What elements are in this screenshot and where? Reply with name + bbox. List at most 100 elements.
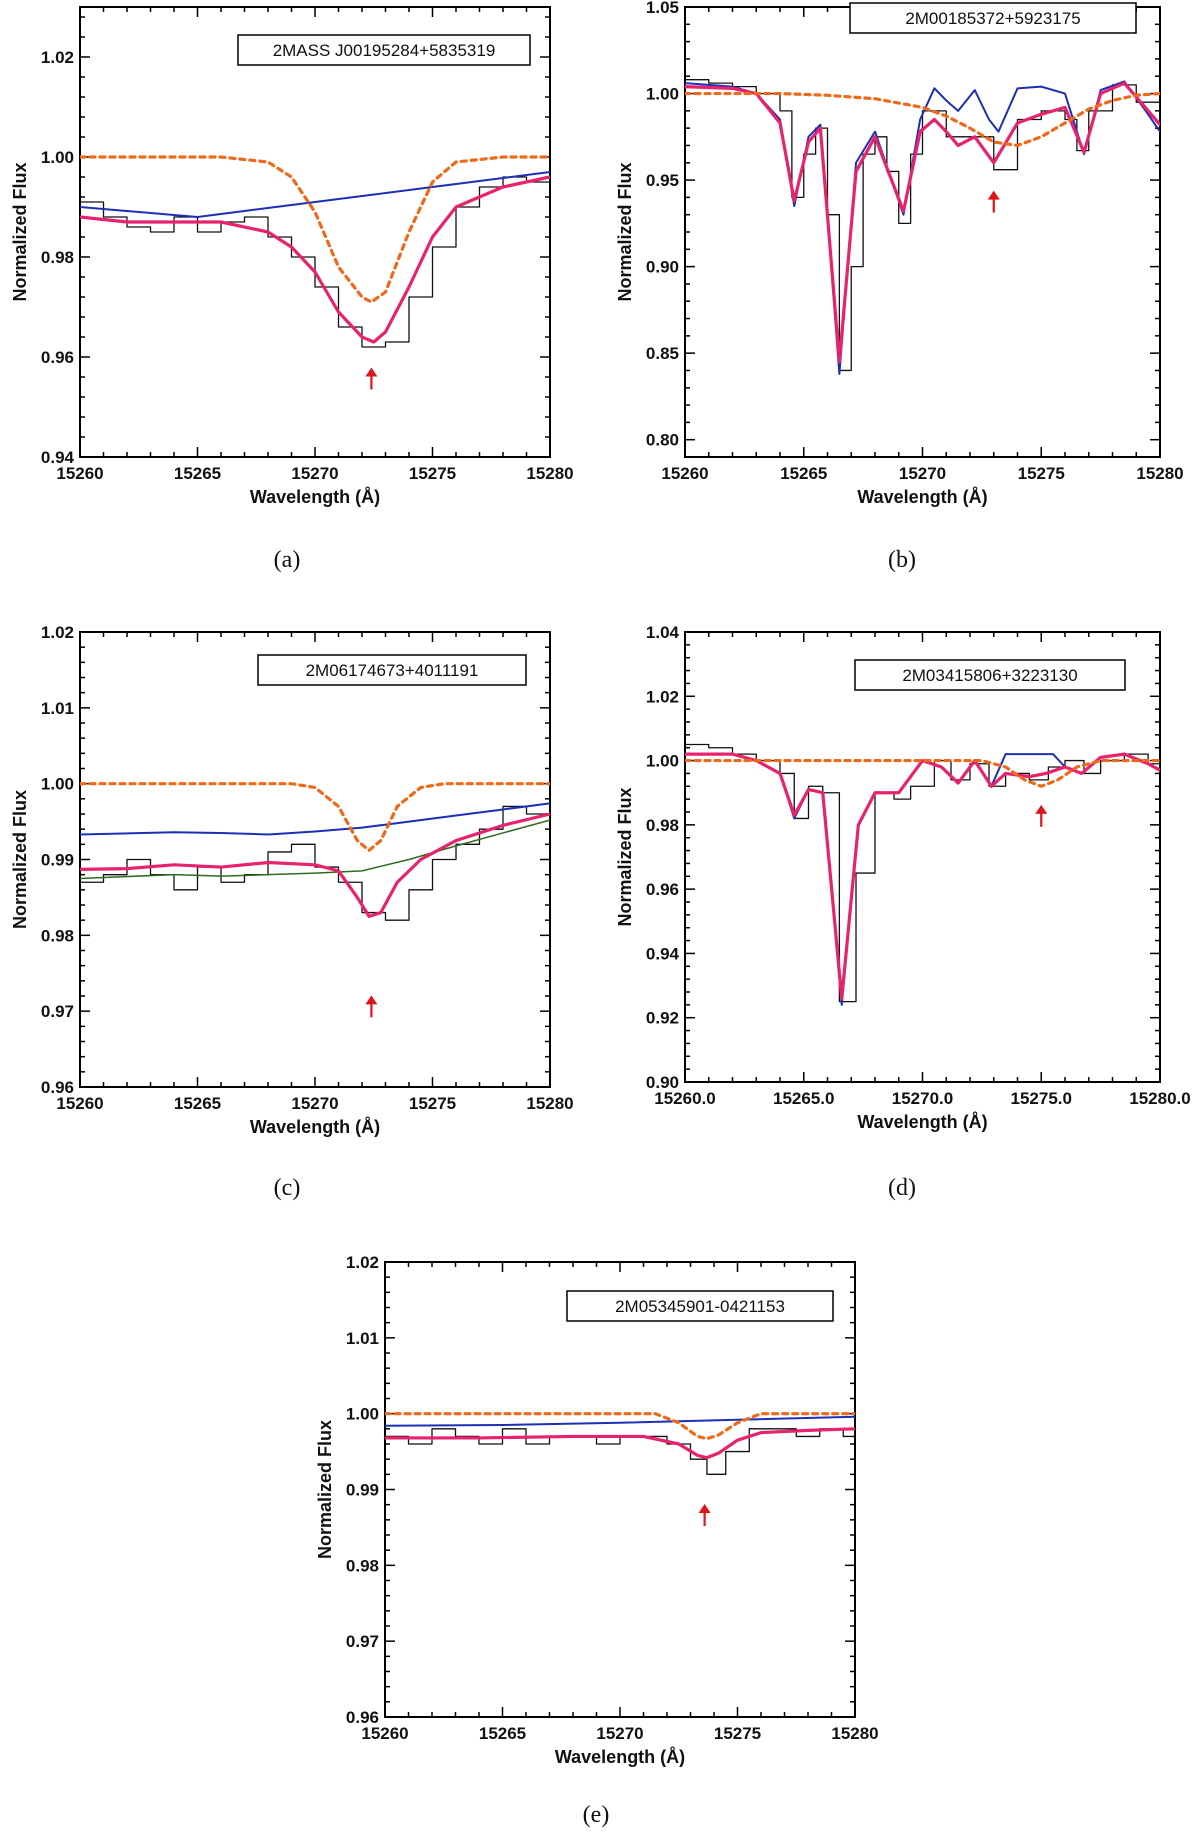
x-axis-label: Wavelength (Å): [555, 1747, 685, 1767]
x-axis-label: Wavelength (Å): [857, 487, 987, 507]
series-dib-profile: [685, 758, 1160, 788]
x-tick-label: 15280.0: [1129, 1089, 1190, 1108]
y-tick-label: 1.02: [41, 48, 74, 67]
caption-c: (c): [273, 1175, 301, 1201]
caption-e: (e): [582, 1802, 610, 1828]
x-tick-label: 15265: [174, 1094, 221, 1113]
y-tick-label: 1.04: [646, 623, 680, 642]
x-tick-label: 15260: [56, 464, 103, 483]
x-tick-label: 15265.0: [773, 1089, 834, 1108]
star-label: 2MASS J00195284+5835319: [273, 41, 496, 60]
star-label: 2M00185372+5923175: [905, 9, 1080, 28]
series-model-total: [80, 812, 550, 918]
y-tick-label: 0.96: [41, 348, 74, 367]
chart-d-svg: 15260.0 15265.0 15270.0 15275.0 15280.0 0.90 0…: [615, 623, 1191, 1132]
chart-a-svg: 15260 15265 15270 15275 15280 0.94 0.96 0.98 1.0…: [10, 6, 574, 507]
x-tick-label: 15275: [714, 1724, 761, 1743]
x-tick-label: 15270: [291, 464, 338, 483]
y-tick-label: 1.00: [41, 775, 74, 794]
x-tick-label: 15260: [661, 464, 708, 483]
series-model-total: [385, 1427, 855, 1460]
series-dib-profile: [80, 155, 550, 304]
y-tick-label: 1.00: [646, 85, 679, 104]
series-dib-profile: [80, 782, 550, 852]
series-dib-profile: [685, 91, 1160, 148]
plot-frame: [684, 631, 1161, 1083]
x-axis-label: Wavelength (Å): [857, 1112, 987, 1132]
series-dib-profile: [385, 1412, 855, 1441]
y-tick-label: 0.92: [646, 1009, 679, 1028]
chart-panel-b: 15260 15265 15270 15275 15280 0.80 0.85 0.90 0.9…: [605, 0, 1195, 520]
x-tick-label: 15275: [1018, 464, 1065, 483]
series-model-no-dib: [80, 171, 550, 218]
y-tick-label: 0.85: [646, 344, 679, 363]
x-axis-label: Wavelength (Å): [250, 487, 380, 507]
star-label-box: [566, 1290, 834, 1322]
y-tick-label: 0.96: [41, 1078, 74, 1097]
dib-marker-arrow-head: [365, 995, 378, 1005]
dib-marker-arrow-head: [365, 367, 378, 377]
star-label: 2M05345901-0421153: [615, 1297, 785, 1316]
y-tick-label: 0.98: [41, 248, 74, 267]
x-tick-label: 15260: [361, 1724, 408, 1743]
caption-b: (b): [888, 547, 916, 573]
y-tick-label: 0.98: [41, 926, 74, 945]
y-tick-label: 1.02: [346, 1253, 379, 1272]
chart-e-svg: 15260 15265 15270 15275 15280 0.96 0.97 0.98 0.9…: [315, 1253, 879, 1767]
y-tick-label: 0.90: [646, 258, 679, 277]
y-axis-label: Normalized Flux: [10, 162, 30, 301]
y-tick-label: 1.05: [646, 0, 679, 17]
x-axis-label: Wavelength (Å): [250, 1117, 380, 1137]
x-tick-label: 15280: [526, 1094, 573, 1113]
series-model-total: [80, 175, 550, 344]
plot-frame: [384, 1261, 856, 1718]
dib-marker-arrow-head: [987, 190, 1000, 200]
x-tick-label: 15270: [291, 1094, 338, 1113]
x-tick-label: 15265: [174, 464, 221, 483]
y-axis-label: Normalized Flux: [615, 162, 635, 301]
y-tick-label: 1.00: [646, 752, 679, 771]
x-tick-label: 15280: [831, 1724, 878, 1743]
x-tick-label: 15270: [596, 1724, 643, 1743]
y-tick-label: 1.01: [41, 699, 74, 718]
x-tick-label: 15260: [56, 1094, 103, 1113]
x-tick-label: 15275: [409, 1094, 456, 1113]
series-group: [80, 155, 550, 348]
y-axis-label: Normalized Flux: [615, 787, 635, 926]
caption-d: (d): [888, 1175, 916, 1201]
x-tick-label: 15275.0: [1011, 1089, 1072, 1108]
y-tick-label: 1.00: [41, 148, 74, 167]
y-tick-label: 0.94: [41, 448, 75, 467]
y-tick-label: 1.02: [41, 623, 74, 642]
chart-panel-a: 15260 15265 15270 15275 15280 0.94 0.96 0.98 1.0…: [0, 0, 590, 520]
x-tick-label: 15280: [1136, 464, 1183, 483]
dib-marker-arrow-head: [1035, 804, 1048, 814]
series-observed: [685, 79, 1160, 372]
series-observed: [685, 743, 1160, 1003]
x-tick-label: 15265: [780, 464, 827, 483]
y-tick-label: 0.80: [646, 431, 679, 450]
series-group: [685, 79, 1160, 375]
y-tick-label: 1.00: [346, 1405, 379, 1424]
y-tick-label: 0.98: [346, 1556, 379, 1575]
y-tick-label: 0.99: [346, 1481, 379, 1500]
y-tick-label: 0.90: [646, 1073, 679, 1092]
series-model-no-dib: [385, 1415, 855, 1427]
star-label-box: [257, 654, 527, 686]
y-axis-label: Normalized Flux: [10, 790, 30, 929]
x-tick-label: 15260.0: [654, 1089, 715, 1108]
y-axis-label: Normalized Flux: [315, 1420, 335, 1559]
y-tick-label: 1.02: [646, 687, 679, 706]
star-label: 2M03415806+3223130: [902, 666, 1077, 685]
plot-frame: [684, 6, 1161, 458]
chart-c-svg: 15260 15265 15270 15275 15280 0.96 0.97 0.98 0.9…: [10, 623, 574, 1137]
dib-marker-arrow-head: [698, 1504, 711, 1514]
y-tick-label: 1.01: [346, 1329, 379, 1348]
y-tick-label: 0.94: [646, 944, 680, 963]
star-label-box: [849, 2, 1137, 34]
series-group: [685, 743, 1160, 1006]
y-tick-label: 0.98: [646, 816, 679, 835]
x-tick-label: 15265: [479, 1724, 526, 1743]
y-tick-label: 0.96: [346, 1708, 379, 1727]
series-group: [385, 1412, 855, 1475]
